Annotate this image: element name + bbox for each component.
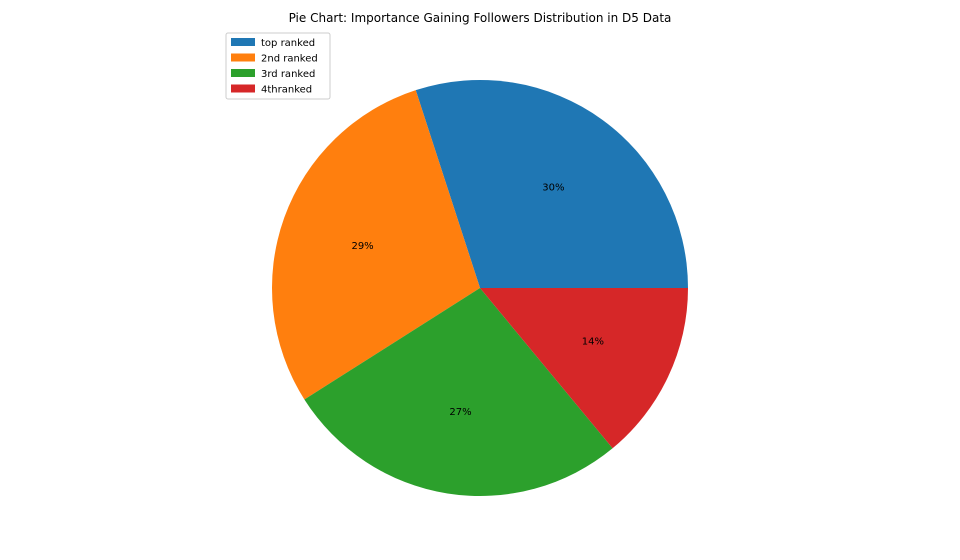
legend-swatch bbox=[231, 69, 255, 77]
legend-swatch bbox=[231, 53, 255, 62]
pie-slice-3rd-ranked bbox=[304, 288, 613, 497]
legend-label: 4thranked bbox=[261, 85, 312, 96]
percentage-labels: 30% 29% 27% 14% bbox=[351, 183, 604, 418]
legend-label: 2nd ranked bbox=[261, 54, 318, 65]
legend-box bbox=[225, 32, 331, 100]
legend-label: 3rd ranked bbox=[261, 69, 315, 80]
legend-label: top ranked bbox=[261, 38, 315, 49]
slice-percentage-label: 14% bbox=[582, 337, 604, 348]
slice-percentage-label: 27% bbox=[449, 407, 471, 418]
pie-slices bbox=[271, 79, 688, 497]
legend-swatch bbox=[231, 84, 255, 93]
pie-slice-4thranked bbox=[480, 288, 688, 449]
slice-percentage-label: 29% bbox=[351, 241, 373, 252]
legend-swatch bbox=[231, 38, 255, 46]
slice-percentage-label: 30% bbox=[542, 183, 564, 194]
chart-title: Pie Chart: Importance Gaining Followers … bbox=[289, 11, 672, 25]
legend: top ranked 2nd ranked 3rd ranked 4thranked bbox=[225, 32, 331, 100]
pie-slice-2nd-ranked bbox=[271, 90, 480, 400]
pie-slice-top-ranked bbox=[415, 79, 688, 288]
